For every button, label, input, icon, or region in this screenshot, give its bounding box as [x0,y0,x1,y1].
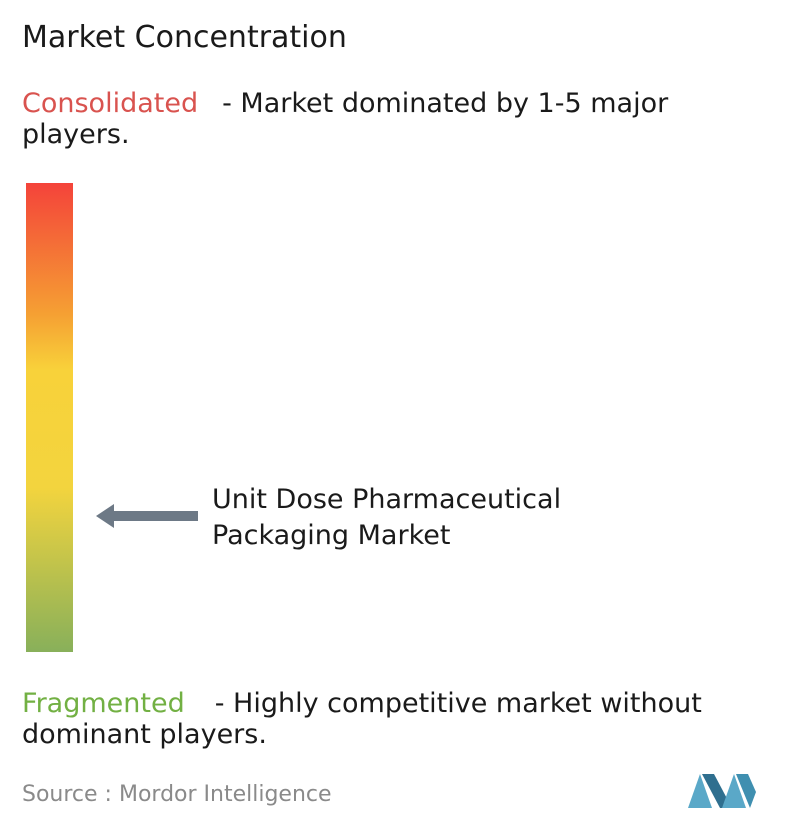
scale-graphic [26,183,198,652]
market-label-line: Packaging Market [212,520,451,551]
source: Source : Mordor Intelligence [22,782,332,807]
source-prefix: Source : [22,782,112,807]
logo-shape [702,774,732,808]
logo-shape [736,774,756,808]
consolidated-label: Consolidated [22,88,199,119]
market-label: Unit Dose Pharmaceutical Packaging Marke… [212,482,561,554]
concentration-bar [26,183,73,652]
title: Market Concentration [22,20,347,55]
logo-shape [722,774,746,808]
logo-shape [688,774,712,808]
fragmented-label: Fragmented [22,688,185,719]
fragmented-block: Fragmented - Highly competitive market wi… [22,688,702,750]
arrow-shaft [112,511,198,521]
consolidated-description: - Market dominated by 1-5 major [222,88,669,119]
consolidated-block: Consolidated - Market dominated by 1-5 ma… [22,88,668,150]
logo [688,774,756,808]
fragmented-description: - Highly competitive market without [214,688,702,719]
fragmented-description: dominant players. [22,719,267,750]
market-label-line: Unit Dose Pharmaceutical [212,484,562,515]
arrow-head [96,504,114,528]
consolidated-description: players. [22,119,130,150]
source-name: Mordor Intelligence [118,782,332,807]
